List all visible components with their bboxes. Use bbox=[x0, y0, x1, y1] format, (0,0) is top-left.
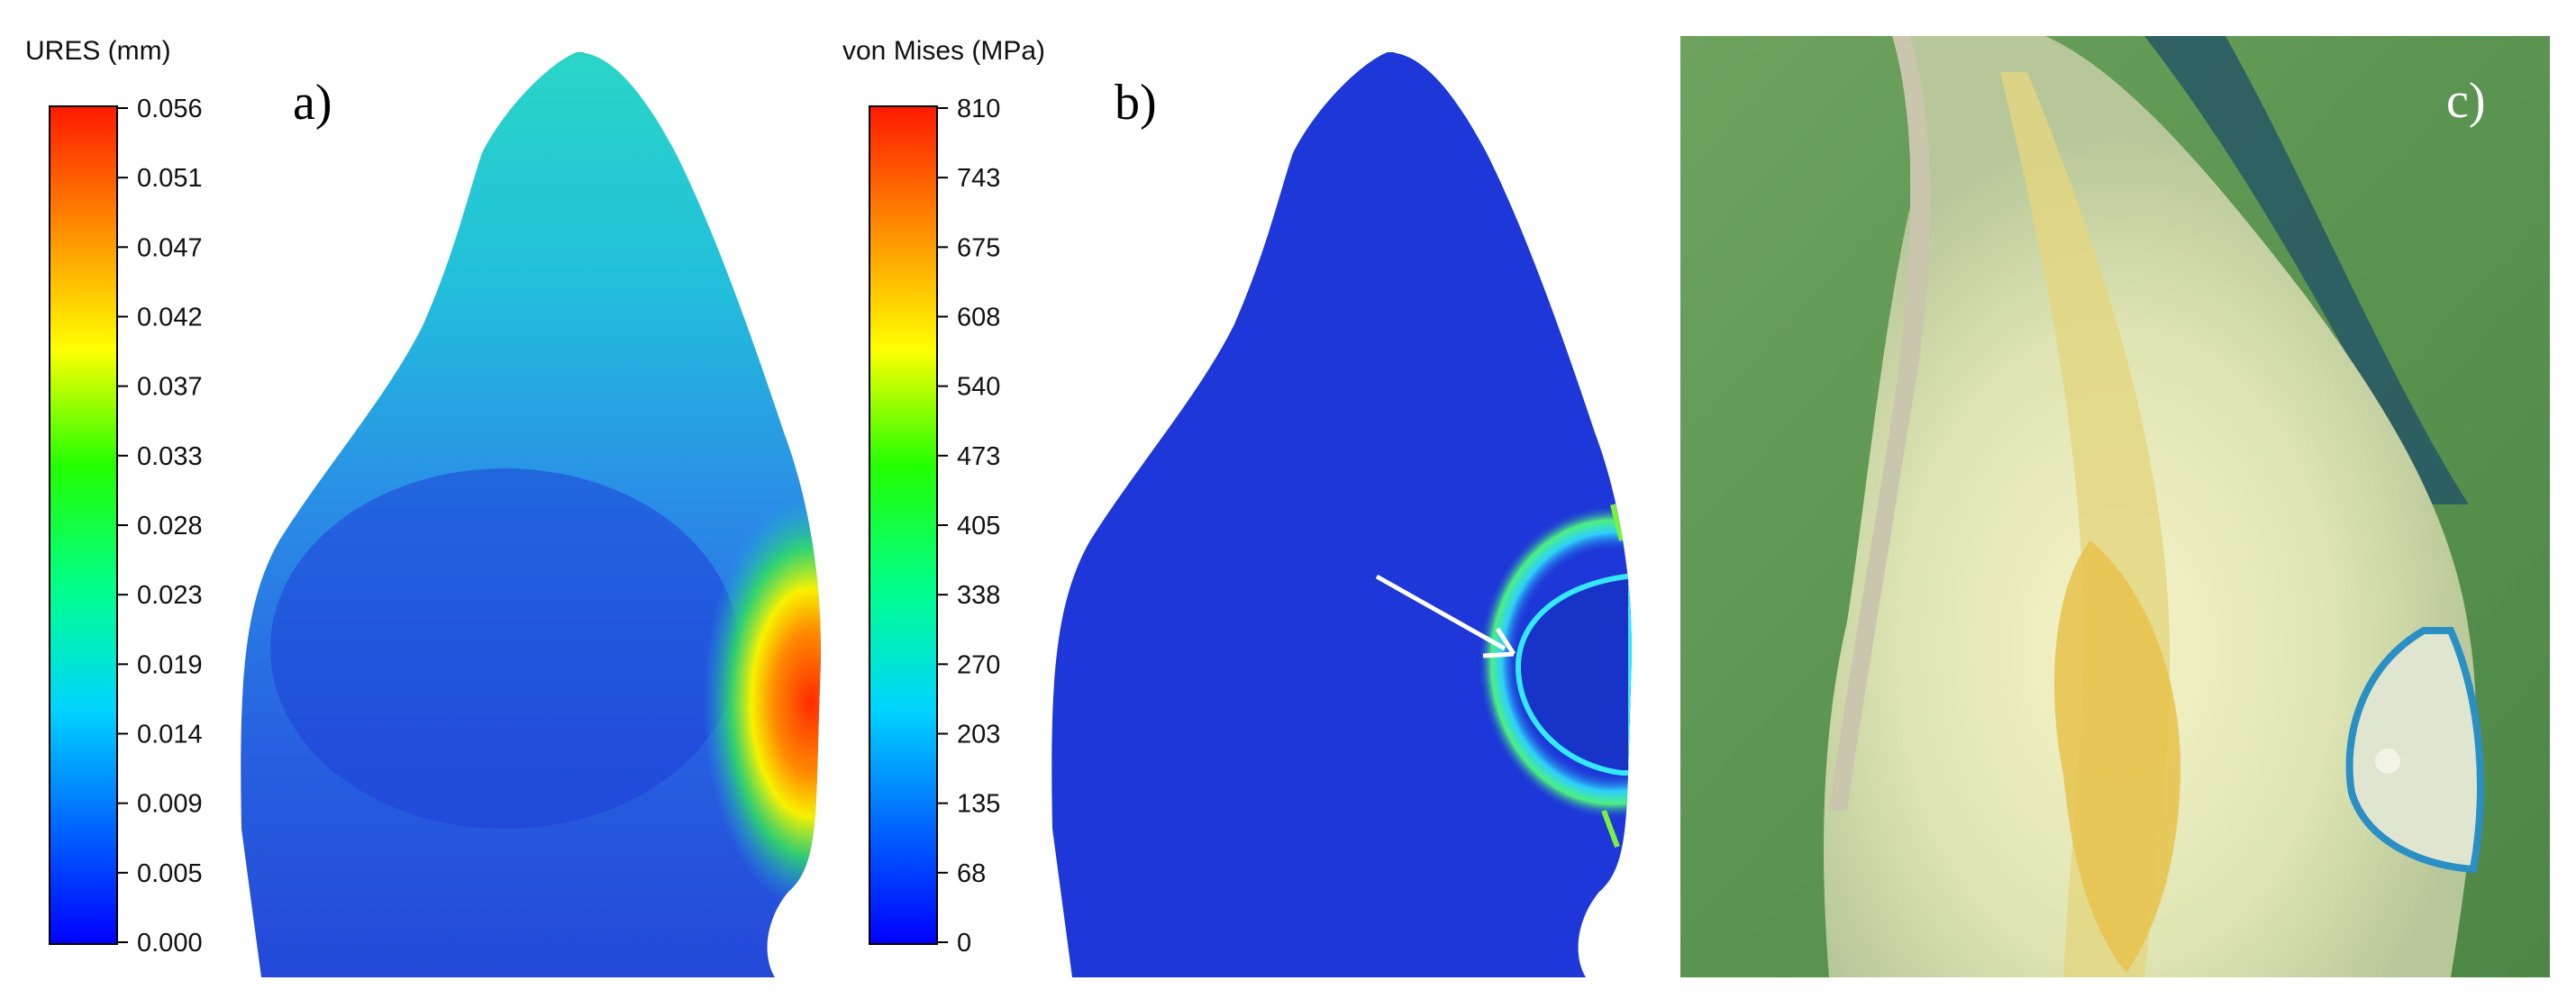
legend-a-tick-label: 0.042 bbox=[137, 304, 203, 332]
arrow-annotation bbox=[1375, 574, 1516, 658]
panel-a-letter: a) bbox=[293, 75, 332, 131]
legend-b-tick-label: 743 bbox=[957, 164, 1000, 193]
legend-b-tick-label: 338 bbox=[957, 581, 1000, 610]
legend-b-tick-label: 540 bbox=[957, 373, 1000, 402]
panel-b-letter: b) bbox=[1115, 75, 1157, 131]
legend-a-tick-label: 0.000 bbox=[137, 929, 203, 958]
legend-a-tick-label: 0.037 bbox=[137, 373, 203, 402]
legend-b-colorbar bbox=[869, 105, 938, 945]
tooth-model-a bbox=[241, 52, 821, 977]
legend-a-tick-label: 0.009 bbox=[137, 790, 203, 819]
legend-a-tick-label: 0.023 bbox=[137, 581, 203, 610]
panel-c-letter: c) bbox=[2446, 73, 2486, 129]
legend-b-tick-label: 810 bbox=[957, 95, 1000, 123]
legend-a-ticks: 0.056 0.051 0.047 0.042 0.037 0.033 0.028 0.023… bbox=[117, 95, 203, 958]
legend-a-tick-label: 0.047 bbox=[137, 233, 203, 262]
legend-a-title: URES (mm) bbox=[25, 36, 171, 66]
legend-b-ticks: 810 743 675 608 540 473 405 338 270 203 135 68 0 bbox=[937, 95, 1000, 958]
legend-b-tick-label: 68 bbox=[957, 859, 986, 888]
tooth-model-b bbox=[1051, 52, 1632, 977]
legend-b-tick-label: 675 bbox=[957, 233, 1000, 262]
legend-b-tick-label: 405 bbox=[957, 512, 1000, 540]
legend-a-tick-label: 0.028 bbox=[137, 512, 203, 540]
legend-b-tick-label: 270 bbox=[957, 650, 1000, 679]
legend-a-tick-label: 0.005 bbox=[137, 859, 203, 888]
panel-b: von Mises (MPa) 810 743 675 608 540 473 405 338… bbox=[842, 36, 1632, 977]
panel-a: URES (mm) 0.056 0.051 0.047 0.042 0.037 0.033… bbox=[25, 36, 821, 977]
legend-b-tick-label: 135 bbox=[957, 790, 1000, 819]
legend-a-tick-label: 0.033 bbox=[137, 442, 203, 471]
legend-a-tick-label: 0.056 bbox=[137, 95, 203, 123]
legend-a-tick-label: 0.014 bbox=[137, 721, 203, 749]
legend-b-tick-label: 473 bbox=[957, 442, 1000, 471]
tooth-section-photo bbox=[1824, 36, 2484, 977]
legend-a-tick-label: 0.019 bbox=[137, 650, 203, 679]
legend-b-tick-label: 0 bbox=[957, 929, 971, 958]
legend-a-tick-label: 0.051 bbox=[137, 164, 203, 193]
legend-b-title: von Mises (MPa) bbox=[842, 36, 1045, 66]
legend-b-tick-label: 608 bbox=[957, 304, 1000, 332]
legend-b-tick-label: 203 bbox=[957, 721, 1000, 749]
panel-c: c) bbox=[1680, 36, 2550, 977]
legend-a-colorbar bbox=[49, 105, 118, 945]
